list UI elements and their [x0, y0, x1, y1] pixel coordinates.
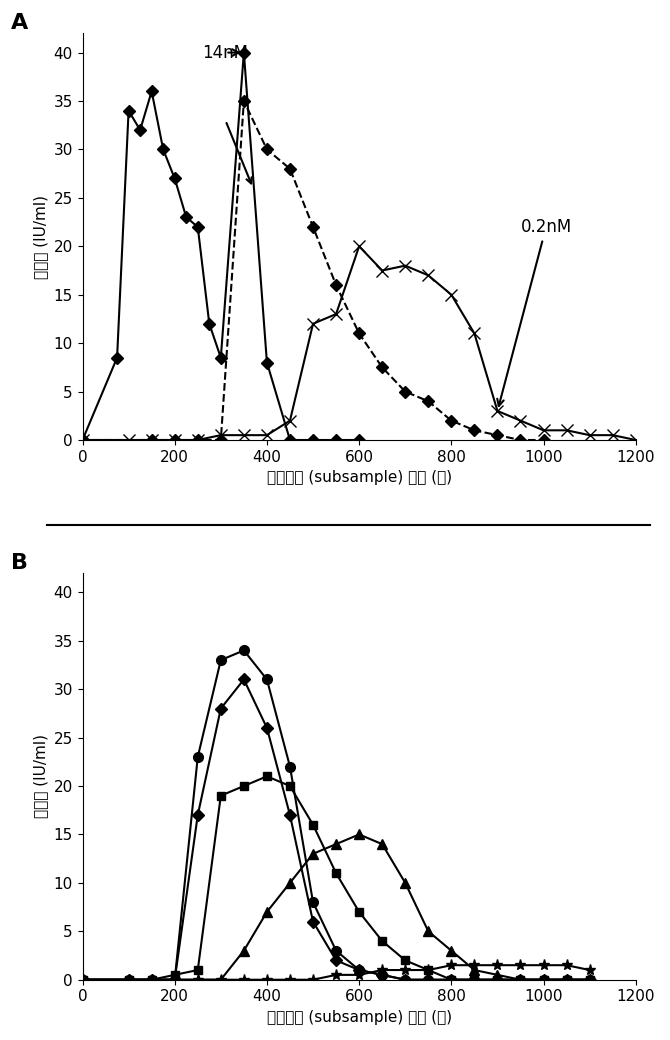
Y-axis label: 凝血酶 (IU/ml): 凝血酶 (IU/ml) — [33, 734, 48, 818]
Text: 0.2nM: 0.2nM — [497, 218, 572, 406]
X-axis label: 次级取样 (subsample) 时间 (秒): 次级取样 (subsample) 时间 (秒) — [267, 470, 452, 486]
X-axis label: 次级取样 (subsample) 时间 (秒): 次级取样 (subsample) 时间 (秒) — [267, 1010, 452, 1025]
Text: A: A — [11, 12, 28, 33]
Text: B: B — [11, 552, 27, 573]
Y-axis label: 凝血酶 (IU/ml): 凝血酶 (IU/ml) — [33, 194, 48, 279]
Text: 14nM: 14nM — [202, 44, 249, 61]
